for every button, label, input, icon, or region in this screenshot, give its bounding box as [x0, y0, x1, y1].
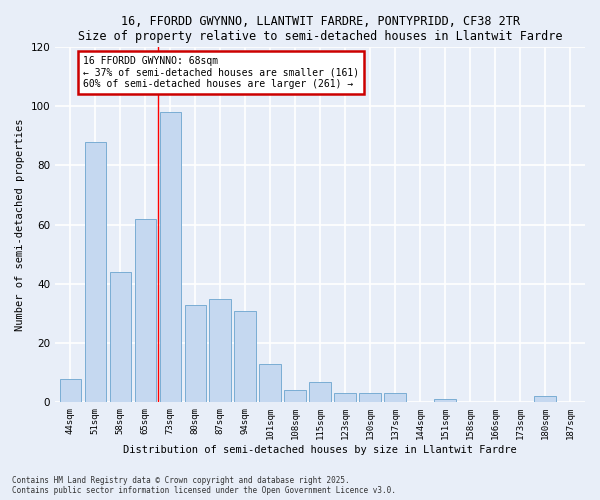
Bar	[284, 390, 306, 402]
Bar	[160, 112, 181, 403]
Bar	[185, 304, 206, 402]
Y-axis label: Number of semi-detached properties: Number of semi-detached properties	[15, 118, 25, 331]
Bar	[385, 394, 406, 402]
Bar	[85, 142, 106, 402]
Bar	[59, 378, 81, 402]
Bar	[209, 298, 231, 403]
Text: 16 FFORDD GWYNNO: 68sqm
← 37% of semi-detached houses are smaller (161)
60% of s: 16 FFORDD GWYNNO: 68sqm ← 37% of semi-de…	[83, 56, 359, 89]
Bar	[535, 396, 556, 402]
Bar	[235, 310, 256, 402]
Title: 16, FFORDD GWYNNO, LLANTWIT FARDRE, PONTYPRIDD, CF38 2TR
Size of property relati: 16, FFORDD GWYNNO, LLANTWIT FARDRE, PONT…	[78, 15, 562, 43]
Bar	[334, 394, 356, 402]
Bar	[134, 218, 156, 402]
X-axis label: Distribution of semi-detached houses by size in Llantwit Fardre: Distribution of semi-detached houses by …	[123, 445, 517, 455]
Bar	[359, 394, 380, 402]
Bar	[434, 400, 455, 402]
Bar	[310, 382, 331, 402]
Bar	[110, 272, 131, 402]
Text: Contains HM Land Registry data © Crown copyright and database right 2025.
Contai: Contains HM Land Registry data © Crown c…	[12, 476, 396, 495]
Bar	[259, 364, 281, 403]
